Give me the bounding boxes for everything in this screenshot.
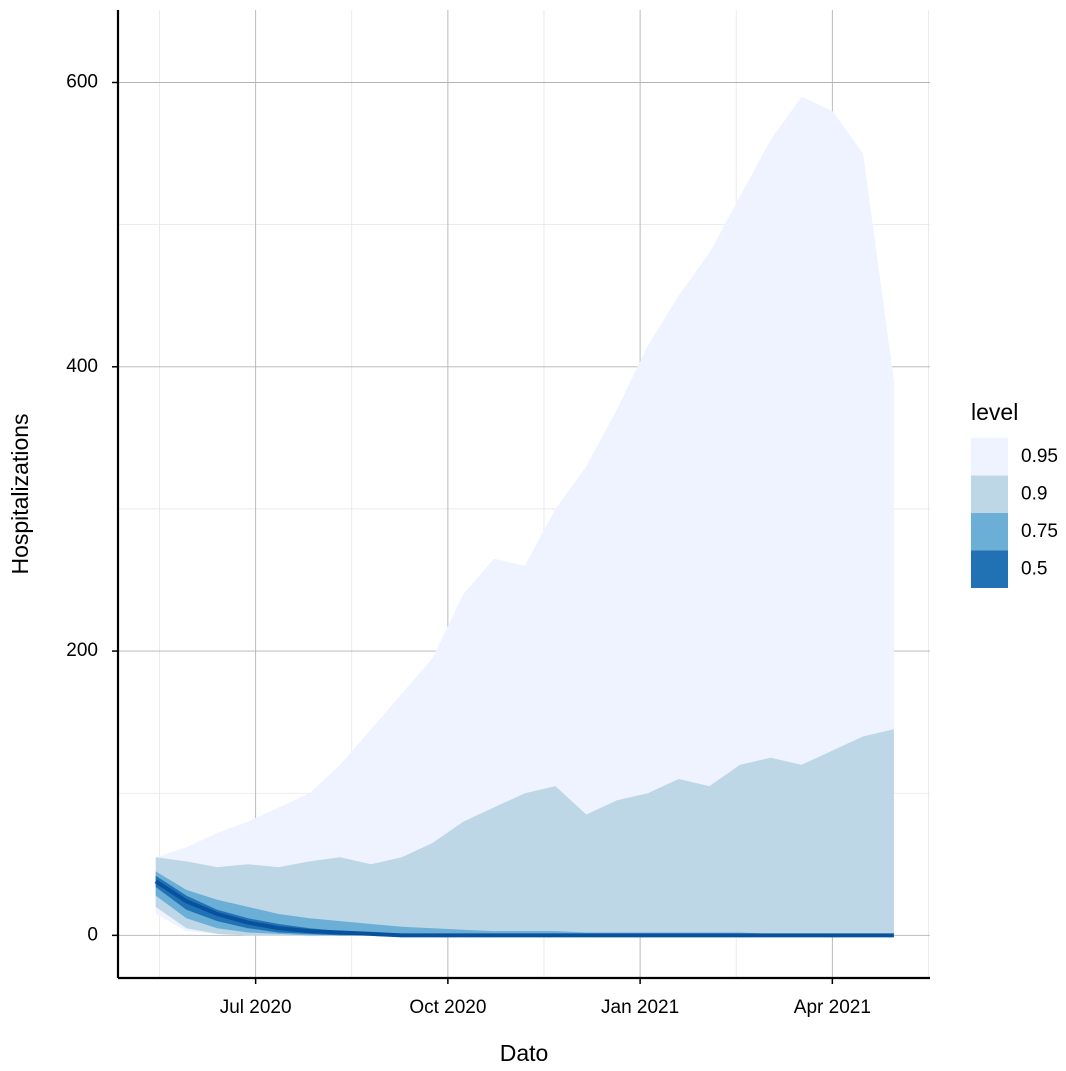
legend-key [971,475,1008,513]
y-tick-label: 0 [87,924,98,945]
legend-label: 0.5 [1021,559,1047,580]
legend-key [971,550,1008,588]
ribbon-band [155,96,894,936]
ribbon-band [155,729,894,936]
x-axis-title: Dato [500,1040,549,1066]
legend-label: 0.9 [1021,484,1047,505]
y-axis-title: Hospitalizations [7,413,33,574]
legend-key [971,513,1008,551]
x-tick-label: Oct 2020 [409,997,486,1018]
x-tick-label: Jul 2020 [220,997,292,1018]
legend-key [971,438,1008,476]
legend-title: level [971,399,1018,425]
x-tick-label: Apr 2021 [794,997,871,1018]
ribbon-band [155,871,894,936]
y-tick-label: 600 [66,72,98,93]
legend-label: 0.95 [1021,446,1058,467]
median-line [154,879,894,938]
y-tick-label: 400 [66,356,98,377]
y-tick-label: 200 [66,640,98,661]
x-tick-label: Jan 2021 [601,997,679,1018]
legend-label: 0.75 [1021,521,1058,542]
